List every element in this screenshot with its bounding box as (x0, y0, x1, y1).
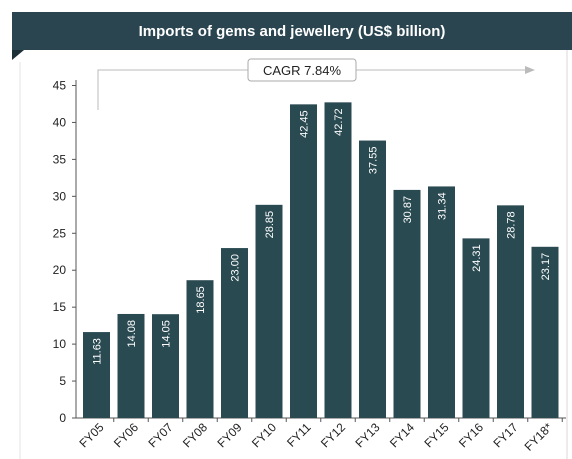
chart-title: Imports of gems and jewellery (US$ billi… (138, 22, 446, 40)
bar-value-label: 18.65 (195, 286, 207, 314)
bars-group: 11.63 14.08 14.05 18.65 23.00 28.85 42.45 42.72… (83, 102, 559, 418)
cagr-arrow-line (97, 69, 525, 110)
x-tick-label: FY16 (456, 420, 486, 450)
y-tick-label: 10 (53, 337, 67, 351)
x-ticks: FY05 FY06 FY07 FY08 FY09 FY10 FY11 FY12 FY13 FY14… (76, 418, 563, 454)
y-tick-label: 40 (53, 115, 67, 129)
bar (462, 238, 490, 418)
bar (359, 140, 386, 418)
bar (221, 248, 248, 418)
bar-value-label: 14.05 (161, 320, 173, 348)
bar-value-label: 42.72 (333, 108, 345, 136)
bar-value-label: 42.45 (299, 110, 311, 138)
x-tick-label: FY17 (490, 420, 520, 450)
bar (428, 186, 455, 418)
x-tick-label: FY14 (387, 420, 417, 450)
x-tick-label: FY11 (284, 420, 314, 450)
bar-value-label: 28.85 (264, 211, 276, 239)
cagr-annotation: CAGR 7.84% (97, 58, 535, 110)
y-tick-label: 30 (53, 189, 67, 203)
bar-value-label: 24.31 (471, 244, 483, 272)
bar (117, 313, 145, 418)
x-tick-label: FY09 (214, 420, 244, 450)
bar-value-label: 11.63 (92, 338, 104, 365)
bar-value-label: 23.17 (540, 253, 552, 281)
y-tick-label: 20 (53, 263, 67, 277)
x-tick-label: FY13 (352, 420, 382, 450)
bar (324, 102, 352, 418)
bar-value-label: 31.34 (437, 192, 449, 220)
bar-value-label: 28.78 (506, 211, 518, 239)
bar (497, 205, 524, 418)
bar (255, 204, 283, 418)
x-tick-label: FY07 (145, 420, 175, 450)
bar-value-label: 37.55 (368, 147, 380, 175)
cagr-label-box (247, 58, 357, 82)
x-tick-label: FY10 (249, 420, 279, 450)
y-tick-label: 15 (53, 300, 67, 314)
bar (152, 314, 179, 418)
bar-value-label: 30.87 (402, 196, 414, 224)
y-tick-label: 45 (53, 79, 67, 93)
chart-title-bar: Imports of gems and jewellery (US$ billi… (12, 12, 572, 50)
y-ticks: 0 5 10 15 20 25 30 35 40 45 (53, 79, 76, 425)
x-tick-label: FY18* (522, 420, 556, 454)
bar (531, 246, 559, 418)
title-fold-decoration (12, 50, 24, 60)
y-tick-label: 5 (59, 374, 66, 388)
cagr-arrow-head (525, 66, 535, 74)
cagr-label: CAGR 7.84% (263, 63, 341, 78)
x-tick-label: FY05 (76, 420, 106, 450)
bar-value-label: 23.00 (230, 254, 242, 282)
x-tick-label: FY06 (111, 420, 141, 450)
bar (393, 189, 421, 418)
bar (83, 332, 110, 418)
x-tick-label: FY15 (421, 420, 451, 450)
y-tick-label: 25 (53, 226, 67, 240)
y-tick-label: 35 (53, 152, 67, 166)
x-tick-label: FY12 (318, 420, 348, 450)
y-tick-label: 0 (59, 411, 66, 425)
bar (186, 280, 214, 418)
bar-value-label: 14.08 (126, 320, 138, 348)
bar (290, 104, 317, 418)
x-tick-label: FY08 (180, 420, 210, 450)
